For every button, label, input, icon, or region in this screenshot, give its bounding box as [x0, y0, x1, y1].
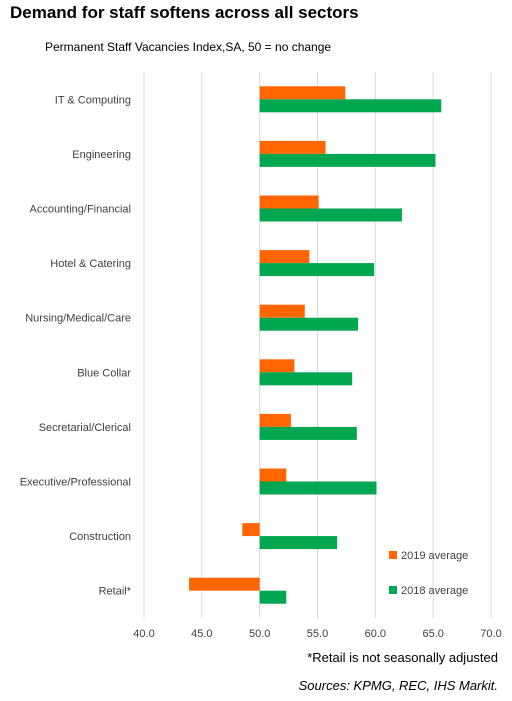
bar-2019: [259, 140, 326, 154]
chart-subtitle: Permanent Staff Vacancies Index,SA, 50 =…: [45, 40, 332, 54]
category-label: Construction: [69, 531, 131, 543]
legend-label: 2019 average: [401, 550, 468, 562]
category-label: Retail*: [99, 586, 132, 598]
category-label: Blue Collar: [77, 367, 131, 379]
bar-2019: [189, 577, 260, 591]
legend: 2019 average 2018 average: [389, 550, 468, 597]
bar-2018: [259, 208, 402, 222]
chart-title: Demand for staff softens across all sect…: [10, 3, 359, 22]
bar-2018: [259, 426, 357, 440]
x-tick-label: 65.0: [422, 628, 443, 640]
x-tick-label: 40.0: [133, 628, 154, 640]
sources-note: Sources: KPMG, REC, IHS Markit.: [298, 678, 498, 693]
bar-2019: [259, 304, 305, 318]
x-tick-label: 60.0: [365, 628, 386, 640]
bar-2018: [259, 590, 287, 604]
bar-2019: [259, 413, 291, 427]
legend-swatch: [389, 551, 397, 559]
bar-2018: [259, 536, 338, 550]
bar-2018: [259, 317, 358, 331]
legend-swatch: [389, 586, 397, 594]
category-label: Hotel & Catering: [50, 258, 131, 270]
bar-group: [189, 86, 442, 604]
x-tick-label: 45.0: [191, 628, 212, 640]
bar-2019: [259, 195, 319, 209]
legend-label: 2018 average: [401, 585, 468, 597]
bar-2018: [259, 481, 377, 495]
bar-2019: [242, 523, 260, 537]
x-tick-label: 55.0: [307, 628, 328, 640]
bar-2018: [259, 263, 375, 277]
category-label: IT & Computing: [55, 94, 131, 106]
category-label: Nursing/Medical/Care: [25, 313, 131, 325]
category-label: Executive/Professional: [20, 477, 131, 489]
category-label: Engineering: [72, 149, 131, 161]
bar-2018: [259, 372, 353, 386]
x-tick-label: 70.0: [480, 628, 501, 640]
category-label: Accounting/Financial: [29, 204, 131, 216]
tick-labels: 40.0 45.0 50.0 55.0 60.0 65.0 70.0: [133, 628, 501, 640]
category-labels: IT & Computing Engineering Accounting/Fina…: [20, 94, 132, 597]
bar-2019: [259, 359, 295, 373]
bar-2019: [259, 250, 310, 264]
category-label: Secretarial/Clerical: [39, 422, 131, 434]
bar-2018: [259, 153, 436, 167]
footnote: *Retail is not seasonally adjusted: [307, 650, 498, 665]
bar-2019: [259, 86, 346, 100]
bar-2018: [259, 99, 442, 113]
bar-2019: [259, 468, 287, 482]
x-tick-label: 50.0: [249, 628, 270, 640]
